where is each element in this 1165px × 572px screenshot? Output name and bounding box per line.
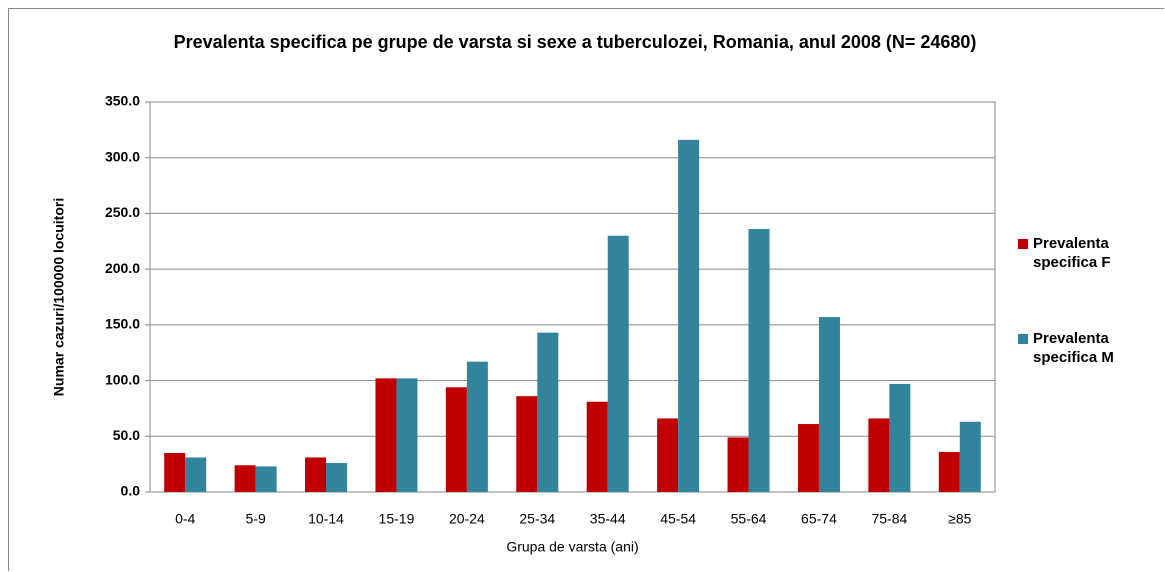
bar: [868, 418, 890, 492]
bar: [938, 451, 960, 492]
x-tick-label: 25-34: [519, 511, 555, 527]
plot-border: [149, 101, 996, 493]
x-axis-label: Grupa de varsta (ani): [506, 539, 638, 555]
bar: [657, 418, 679, 492]
x-tick-label: 45-54: [660, 511, 696, 527]
bar: [889, 383, 911, 492]
x-tick-label: 0-4: [175, 511, 195, 527]
bar: [326, 463, 348, 492]
bar: [516, 396, 538, 492]
bar: [466, 361, 488, 492]
x-tick-label: ≥85: [948, 511, 971, 527]
chart-title: Prevalenta specifica pe grupe de varsta …: [173, 32, 977, 52]
bar: [445, 387, 467, 492]
y-tick-label: 200.0: [105, 260, 140, 276]
y-axis-label: Numar cazuri/100000 locuitori: [51, 198, 67, 396]
bar: [375, 378, 397, 492]
bar: [678, 139, 700, 492]
legend-label: Prevalenta specifica F: [1033, 235, 1111, 271]
y-tick-label: 50.0: [113, 427, 140, 443]
bar: [818, 317, 840, 492]
legend-swatch: [1018, 334, 1028, 344]
bar: [607, 235, 629, 492]
y-tick-label: 150.0: [105, 316, 140, 332]
y-tick-label: 250.0: [105, 204, 140, 220]
bar: [234, 465, 256, 492]
legend-swatch: [1018, 239, 1028, 249]
bar: [727, 437, 749, 492]
bar: [396, 378, 418, 492]
bar: [797, 424, 819, 492]
x-tick-label: 20-24: [449, 511, 485, 527]
bar: [586, 401, 608, 492]
x-tick-label: 55-64: [731, 511, 767, 527]
bar: [748, 229, 770, 492]
x-tick-label: 15-19: [379, 511, 415, 527]
y-tick-label: 300.0: [105, 148, 140, 164]
x-tick-label: 35-44: [590, 511, 626, 527]
legend-label: Prevalenta specifica M: [1033, 330, 1114, 366]
bar: [185, 457, 207, 492]
y-tick-label: 350.0: [105, 93, 140, 109]
y-tick-label: 100.0: [105, 371, 140, 387]
y-tick-label: 0.0: [121, 483, 141, 499]
x-tick-label: 75-84: [871, 511, 907, 527]
bar: [537, 332, 559, 492]
x-tick-label: 5-9: [246, 511, 266, 527]
bar: [959, 421, 981, 492]
chart-frame: [8, 8, 1164, 571]
bar: [255, 466, 277, 492]
bar: [164, 453, 186, 492]
x-tick-label: 65-74: [801, 511, 837, 527]
x-tick-label: 10-14: [308, 511, 344, 527]
bar: [305, 457, 327, 492]
